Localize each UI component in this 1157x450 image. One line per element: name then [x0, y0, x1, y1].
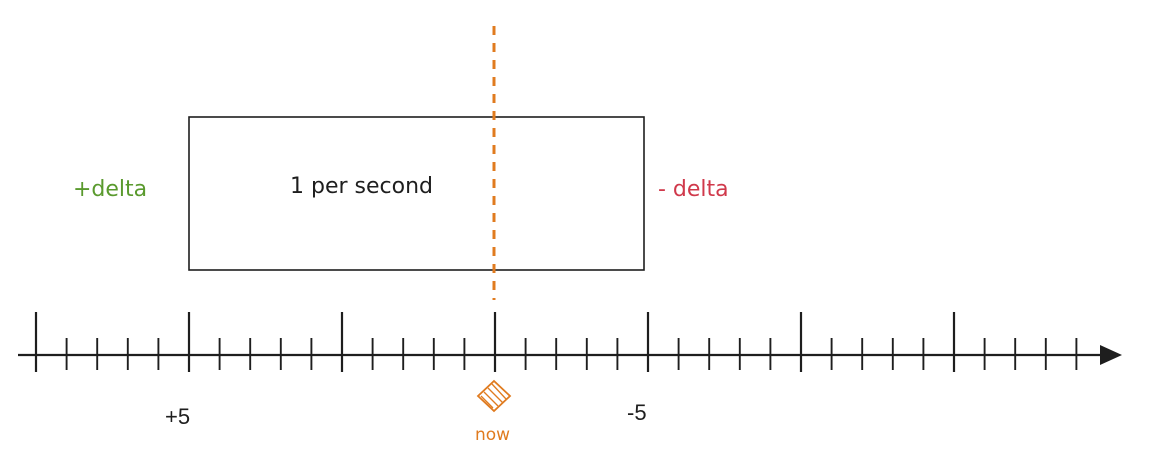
minus-delta-label: - delta — [658, 177, 729, 202]
timeline-arrow-head — [1100, 345, 1122, 365]
plus-delta-label: +delta — [73, 177, 147, 202]
timeline-axis — [18, 312, 1122, 372]
now-label: now — [475, 425, 510, 445]
tick-label-plus-5: +5 — [165, 404, 190, 429]
now-marker-icon — [476, 379, 512, 413]
window-label: 1 per second — [290, 174, 433, 199]
timeline-ticks — [34, 312, 1078, 372]
window-rectangle — [188, 116, 645, 271]
tick-label-minus-5: -5 — [627, 400, 647, 425]
